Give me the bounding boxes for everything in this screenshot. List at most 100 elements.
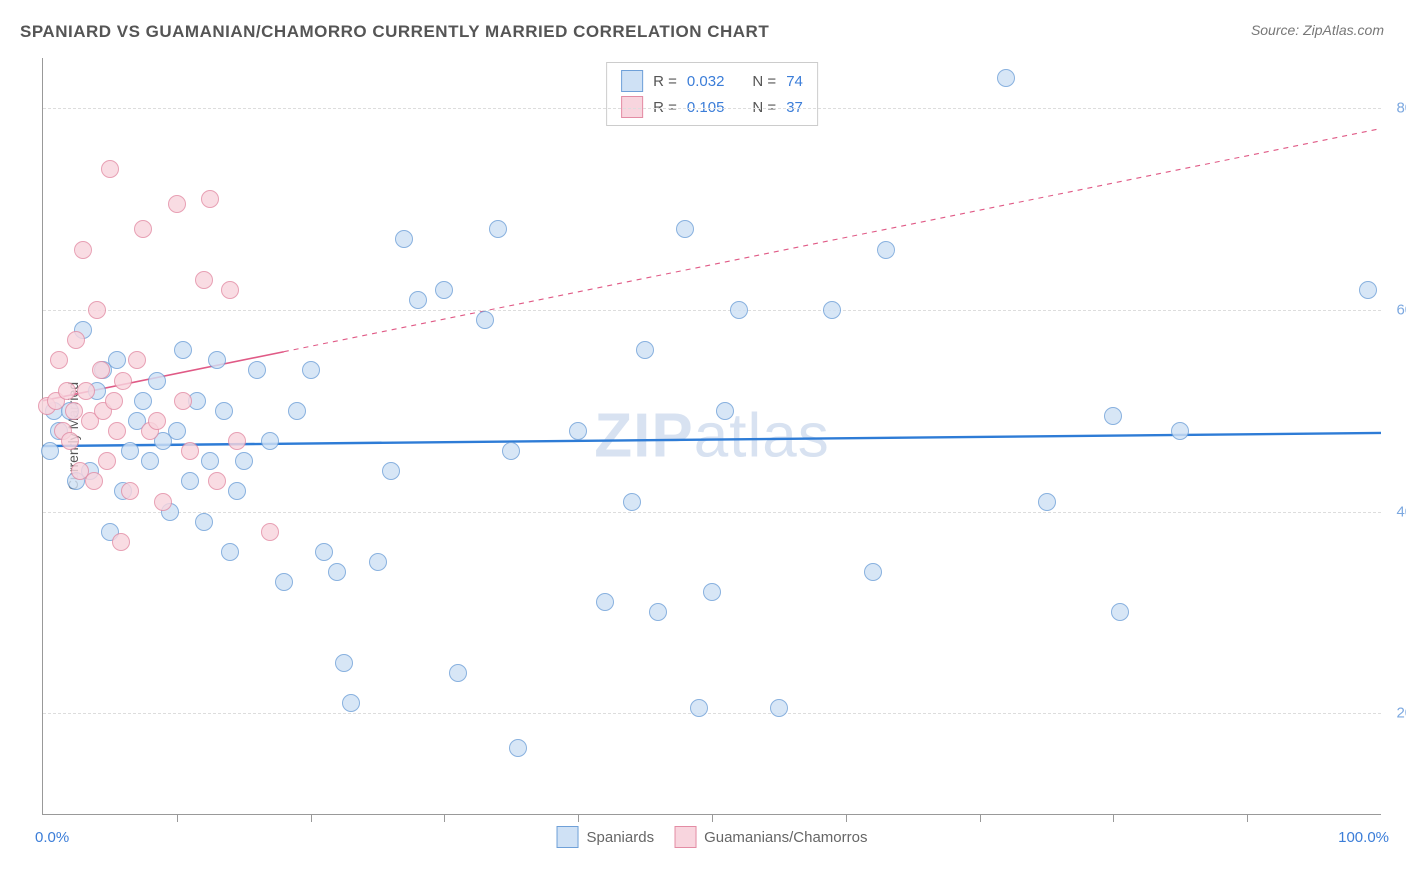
scatter-point — [174, 392, 192, 410]
scatter-point — [476, 311, 494, 329]
scatter-point — [41, 442, 59, 460]
scatter-point — [288, 402, 306, 420]
scatter-point — [1104, 407, 1122, 425]
scatter-point — [114, 372, 132, 390]
scatter-point — [134, 392, 152, 410]
chart-title: SPANIARD VS GUAMANIAN/CHAMORRO CURRENTLY… — [20, 22, 769, 42]
stats-n-value: 74 — [786, 73, 803, 90]
scatter-point — [174, 341, 192, 359]
scatter-point — [636, 341, 654, 359]
scatter-point — [435, 281, 453, 299]
scatter-point — [195, 271, 213, 289]
stats-r-value: 0.105 — [687, 99, 725, 116]
scatter-point — [215, 402, 233, 420]
scatter-point — [181, 472, 199, 490]
scatter-point — [703, 583, 721, 601]
scatter-point — [864, 563, 882, 581]
scatter-point — [369, 553, 387, 571]
scatter-point — [342, 694, 360, 712]
scatter-point — [201, 452, 219, 470]
scatter-point — [489, 220, 507, 238]
scatter-point — [58, 382, 76, 400]
x-tick — [846, 814, 847, 822]
scatter-point — [275, 573, 293, 591]
scatter-point — [730, 301, 748, 319]
scatter-point — [105, 392, 123, 410]
watermark-bold: ZIP — [594, 402, 693, 471]
scatter-point — [1359, 281, 1377, 299]
scatter-point — [509, 739, 527, 757]
scatter-point — [690, 699, 708, 717]
scatter-point — [877, 241, 895, 259]
grid-line — [43, 512, 1381, 513]
scatter-point — [623, 493, 641, 511]
scatter-point — [201, 190, 219, 208]
y-tick-label: 80.0% — [1396, 100, 1406, 117]
scatter-point — [154, 493, 172, 511]
x-tick — [712, 814, 713, 822]
scatter-point — [121, 482, 139, 500]
scatter-point — [112, 533, 130, 551]
grid-line — [43, 310, 1381, 311]
watermark: ZIPatlas — [594, 401, 829, 472]
scatter-point — [302, 361, 320, 379]
scatter-point — [148, 412, 166, 430]
stats-legend: R = 0.032 N = 74 R = 0.105 N = 37 — [606, 62, 818, 126]
scatter-point — [65, 402, 83, 420]
grid-line — [43, 108, 1381, 109]
bottom-legend: SpaniardsGuamanians/Chamorros — [557, 826, 868, 848]
stats-r-label: R = — [653, 99, 677, 116]
x-tick — [578, 814, 579, 822]
scatter-point — [716, 402, 734, 420]
scatter-point — [315, 543, 333, 561]
watermark-light: atlas — [694, 402, 830, 471]
x-tick — [1247, 814, 1248, 822]
legend-swatch — [557, 826, 579, 848]
scatter-point — [228, 482, 246, 500]
stats-n-value: 37 — [786, 99, 803, 116]
scatter-point — [121, 442, 139, 460]
y-tick-label: 20.0% — [1396, 705, 1406, 722]
scatter-point — [248, 361, 266, 379]
scatter-point — [409, 291, 427, 309]
legend-swatch — [621, 96, 643, 118]
scatter-point — [261, 432, 279, 450]
grid-line — [43, 713, 1381, 714]
scatter-point — [77, 382, 95, 400]
scatter-point — [208, 351, 226, 369]
scatter-point — [261, 523, 279, 541]
x-tick — [311, 814, 312, 822]
x-axis-max-label: 100.0% — [1338, 829, 1389, 846]
scatter-point — [67, 331, 85, 349]
scatter-point — [823, 301, 841, 319]
stats-row: R = 0.105 N = 37 — [621, 94, 803, 120]
scatter-point — [997, 69, 1015, 87]
scatter-point — [569, 422, 587, 440]
scatter-point — [108, 351, 126, 369]
source-attribution: Source: ZipAtlas.com — [1251, 22, 1384, 38]
legend-swatch — [674, 826, 696, 848]
scatter-point — [676, 220, 694, 238]
scatter-point — [168, 195, 186, 213]
x-tick — [177, 814, 178, 822]
scatter-point — [208, 472, 226, 490]
stats-r-value: 0.032 — [687, 73, 725, 90]
scatter-point — [88, 301, 106, 319]
scatter-point — [195, 513, 213, 531]
scatter-point — [335, 654, 353, 672]
scatter-point — [134, 220, 152, 238]
scatter-point — [1111, 603, 1129, 621]
scatter-point — [85, 472, 103, 490]
x-tick — [1113, 814, 1114, 822]
scatter-point — [50, 351, 68, 369]
scatter-point — [1171, 422, 1189, 440]
scatter-point — [770, 699, 788, 717]
x-tick — [980, 814, 981, 822]
stats-n-label: N = — [752, 99, 776, 116]
scatter-point — [98, 452, 116, 470]
scatter-point — [382, 462, 400, 480]
scatter-point — [141, 452, 159, 470]
y-tick-label: 40.0% — [1396, 503, 1406, 520]
scatter-point — [235, 452, 253, 470]
scatter-point — [101, 160, 119, 178]
